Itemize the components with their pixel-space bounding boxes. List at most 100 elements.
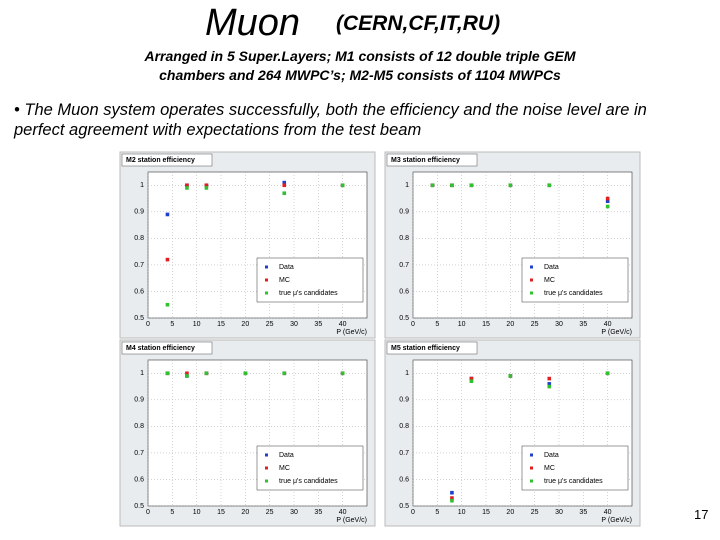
x-tick-label: 0 [146,321,150,328]
x-tick-label: 5 [170,321,174,328]
y-tick-label: 0.7 [399,450,409,457]
y-tick-label: 0.6 [399,476,409,483]
legend-label: true μ's candidates [544,478,603,485]
legend-label: Data [279,264,294,271]
point [185,183,189,188]
y-tick-label: 0.7 [399,262,409,269]
x-tick-label: 0 [411,509,415,516]
chart-title: M3 station efficiency [391,157,460,164]
point [282,183,287,188]
legend-swatch [265,278,268,282]
legend-swatch [265,479,268,483]
y-tick-label: 0.9 [399,209,409,216]
point [547,183,552,188]
x-tick-label: 35 [579,509,587,516]
point [185,186,189,190]
legend-label: MC [544,465,555,472]
subtitle: Arranged in 5 Super.Layers; M1 consists … [144,48,576,64]
y-tick-label: 0.5 [399,503,409,510]
point [204,186,209,190]
title-box [121,153,213,167]
legend-label: true μ's candidates [279,478,338,485]
legend-label: MC [279,277,290,284]
x-tick-label: 25 [266,509,274,516]
point [605,371,610,376]
y-tick-label: 0.8 [399,423,409,430]
point [430,183,435,188]
legend-swatch [530,479,533,483]
legend-label: Data [279,452,294,459]
y-tick-label: 0.9 [399,397,409,404]
title-note: (CERN,CF,IT,RU) [336,12,501,35]
point [469,183,474,188]
legend-swatch [530,291,533,295]
title-box [386,341,478,355]
x-tick-label: 30 [290,509,298,516]
point [605,204,610,209]
point [469,379,474,384]
x-axis-label: P (GeV/c) [336,329,367,336]
legend [521,257,629,303]
y-tick-label: 1 [405,370,409,377]
y-tick-label: 0.6 [134,288,144,295]
legend-swatch [530,278,533,282]
x-tick-label: 35 [314,509,322,516]
point [340,183,345,188]
y-tick-label: 0.6 [399,288,409,295]
title-box [121,341,213,355]
subtitle: chambers and 264 MWPC’s; M2-M5 consists … [159,67,561,83]
x-tick-label: 0 [146,509,150,516]
x-tick-label: 25 [531,321,539,328]
point [185,374,189,378]
x-tick-label: 0 [411,321,415,328]
point [547,384,552,389]
legend-label: MC [544,277,555,284]
legend [256,445,364,491]
legend-label: Data [544,264,559,271]
x-axis-label: P (GeV/c) [336,517,367,524]
point [165,371,170,376]
legend-label: Data [544,452,559,459]
x-tick-label: 25 [531,509,539,516]
x-tick-label: 20 [506,509,514,516]
point [605,199,610,203]
legend-swatch [530,265,533,269]
point [204,183,209,188]
legend-swatch [265,291,268,295]
x-tick-label: 35 [579,321,587,328]
legend-label: MC [279,465,290,472]
legend-swatch [265,453,268,457]
chart-title: M2 station efficiency [126,157,195,164]
x-tick-label: 5 [435,509,439,516]
legend-swatch [530,466,533,470]
y-tick-label: 0.7 [134,262,144,269]
bullet: • The Muon system operates successfully,… [14,101,647,139]
y-tick-label: 0.9 [134,209,144,216]
page-number: 17 [694,507,709,522]
point [508,374,513,378]
point [547,382,552,386]
legend-swatch [265,265,268,269]
y-tick-label: 0.5 [134,315,144,322]
x-axis-label: P (GeV/c) [601,329,632,336]
chart-title: M5 station efficiency [391,345,460,352]
x-tick-label: 40 [339,509,347,516]
x-tick-label: 10 [193,509,201,516]
x-tick-label: 10 [458,509,466,516]
y-tick-label: 0.6 [134,476,144,483]
legend-swatch [530,453,533,457]
y-tick-label: 0.5 [134,503,144,510]
point [469,376,474,381]
point [450,183,454,188]
title-box [386,153,478,167]
point [185,371,189,376]
x-tick-label: 30 [290,321,298,328]
x-tick-label: 20 [241,509,249,516]
x-tick-label: 25 [266,321,274,328]
point [450,490,454,495]
y-tick-label: 0.8 [399,235,409,242]
point [547,376,552,381]
bullet-text: The Muon system operates successfully, b… [14,101,647,139]
